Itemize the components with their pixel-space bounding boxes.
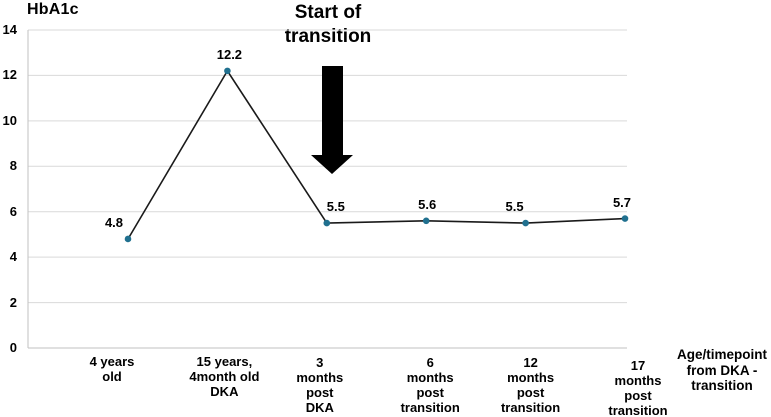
x-category-label-line: months [296, 370, 344, 385]
y-tick-label: 0 [9, 340, 17, 355]
x-category-label: 3 months post DKA [264, 355, 376, 415]
x-category-label-line: transition [400, 400, 460, 415]
x-category-label-line: DKA [210, 384, 239, 399]
down-arrow-icon [311, 66, 353, 174]
x-category-label-line: 15 years, [196, 354, 253, 369]
x-category-label-line: months [614, 373, 662, 388]
x-category-label-line: post [516, 385, 545, 400]
x-axis-title: Age/timepoint from DKA - transition [642, 347, 771, 394]
x-category-label-line: post [624, 388, 652, 403]
x-category-label: 12 months post transition [475, 355, 587, 415]
data-point-marker [422, 217, 430, 225]
x-category-label: 15 years, 4month old DKA [168, 354, 280, 399]
x-axis-title-line-1: Age/timepoint [677, 347, 767, 362]
x-category-label-line: 3 [316, 355, 324, 370]
x-category-label-line: 4 years [89, 354, 135, 369]
annotation-line-1: Start of [294, 2, 362, 23]
x-axis-title-line-3: transition [691, 378, 753, 393]
annotation-start-of-transition: Start of transition [218, 1, 438, 49]
annotation-line-2: transition [284, 26, 372, 47]
data-point-marker [522, 219, 529, 227]
data-point-label: 4.8 [104, 214, 124, 230]
y-tick-label: 12 [2, 67, 17, 83]
series-line [127, 69, 626, 240]
x-category-label: 17 months post transition [582, 358, 694, 417]
x-category-label-line: old [102, 369, 122, 384]
data-point-label: 12.2 [216, 46, 243, 62]
data-point-label: 5.5 [326, 199, 345, 215]
y-tick-label: 4 [9, 249, 17, 265]
x-category-label-line: months [406, 370, 454, 385]
y-tick-label: 8 [9, 158, 17, 174]
x-category-label-line: months [507, 370, 555, 385]
y-tick-label: 10 [2, 112, 17, 128]
x-axis-title-line-2: from DKA - [686, 362, 758, 378]
data-point-label: 5.6 [418, 196, 437, 212]
data-point-label: 5.7 [612, 194, 632, 210]
y-tick-label: 2 [9, 294, 17, 310]
y-tick-label: 6 [9, 203, 17, 219]
x-category-label-line: 12 [523, 355, 538, 370]
x-category-label: 6 months post transition [374, 355, 486, 415]
x-category-label-line: 4month old [189, 369, 260, 384]
x-category-label: 4 years old [56, 354, 168, 384]
data-point-marker [323, 219, 331, 227]
x-category-label-line: 17 [630, 358, 646, 373]
data-point-marker [621, 215, 629, 222]
x-category-label-line: transition [608, 403, 668, 417]
x-category-label-line: post [416, 385, 444, 400]
x-category-label-line: 6 [426, 355, 434, 370]
data-point-marker [224, 67, 231, 75]
x-category-label-line: post [306, 385, 334, 400]
data-point-label: 5.5 [505, 199, 524, 215]
x-category-label-line: transition [500, 400, 561, 415]
y-tick-label: 14 [2, 22, 17, 37]
chart-title: HbA1c [27, 1, 79, 18]
data-point-marker [124, 235, 132, 243]
x-category-label-line: DKA [305, 400, 334, 415]
